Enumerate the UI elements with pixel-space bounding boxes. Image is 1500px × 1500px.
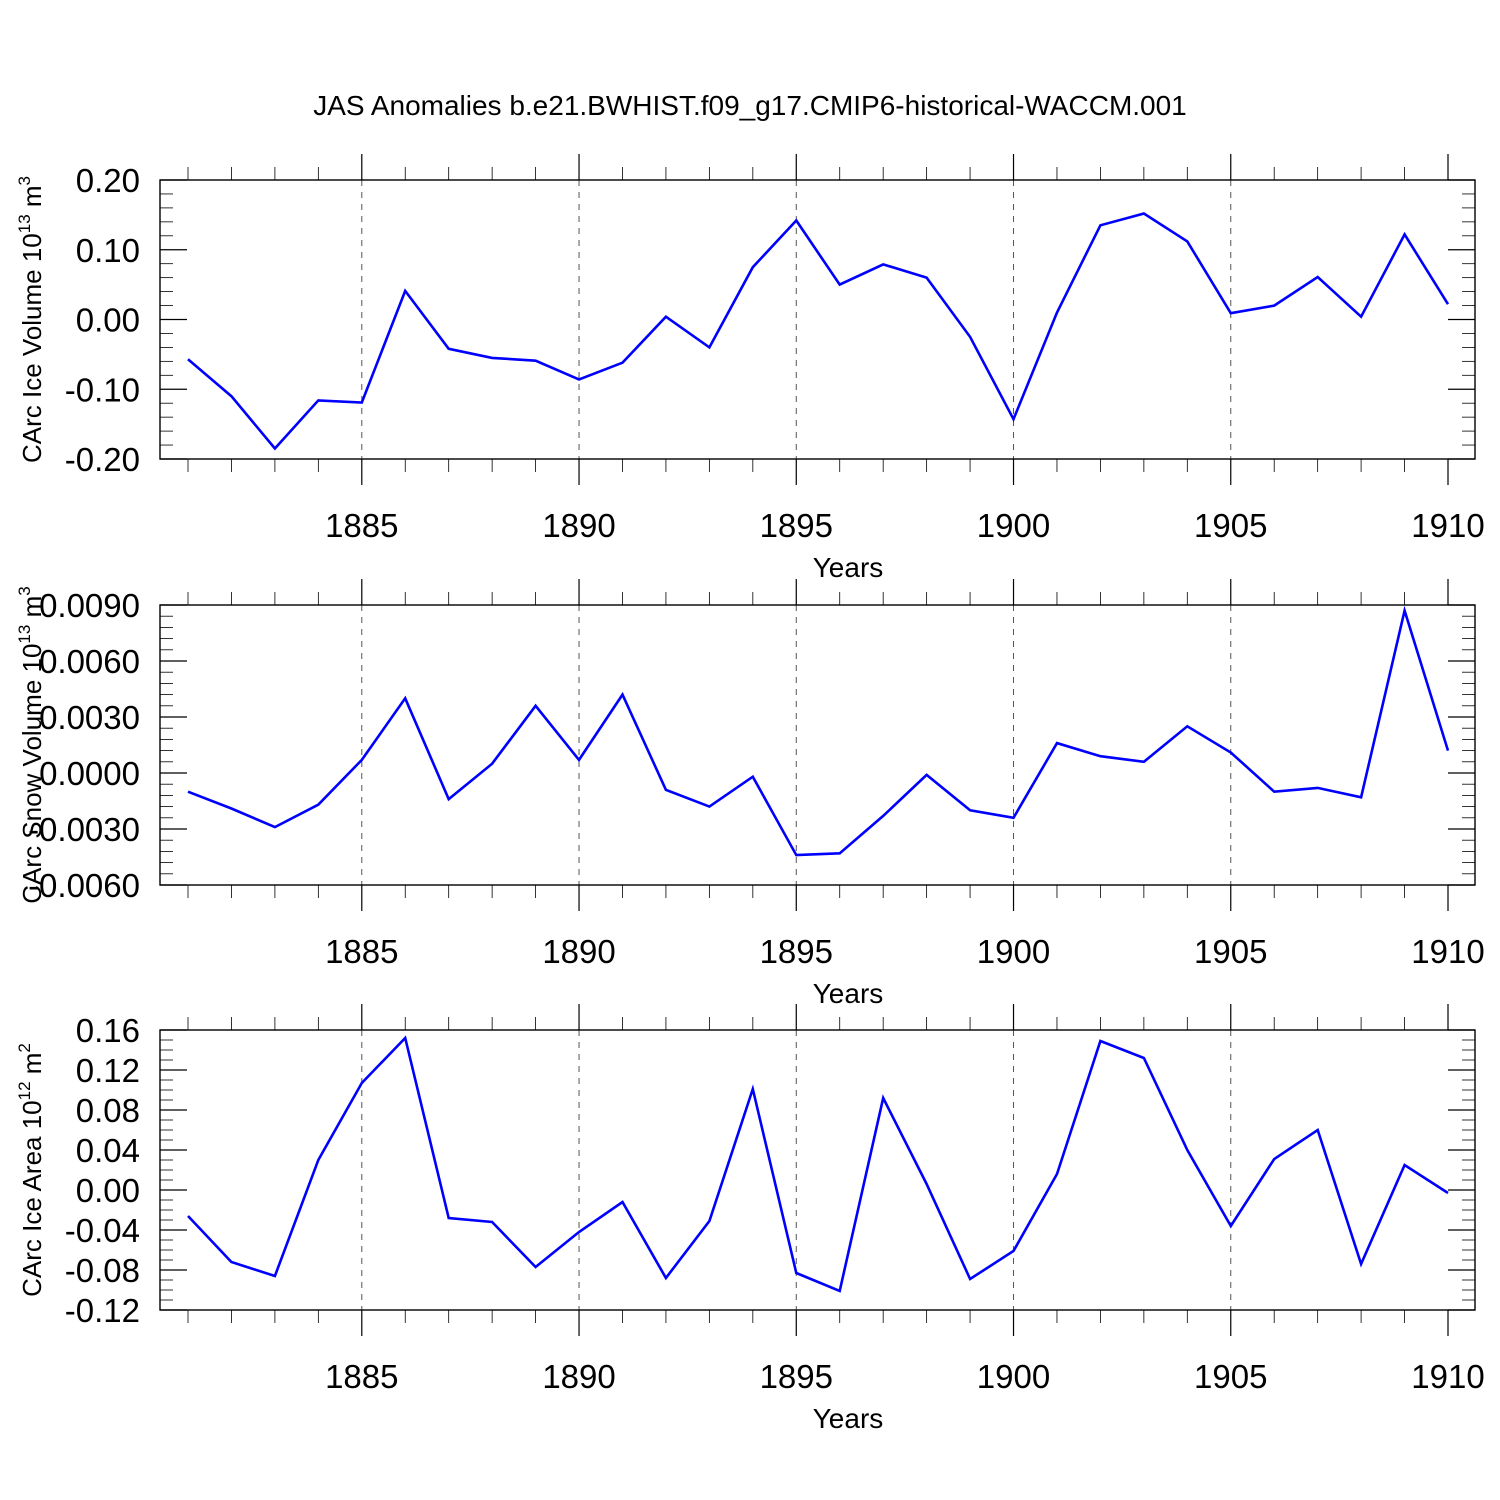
x-tick-label: 1900 <box>977 933 1050 970</box>
y-tick-label: -0.0030 <box>28 811 140 848</box>
y-tick-label: -0.0060 <box>28 867 140 904</box>
figure-title: JAS Anomalies b.e21.BWHIST.f09_g17.CMIP6… <box>313 90 1187 121</box>
axes-frame <box>159 1029 1476 1311</box>
x-axis-label: Years <box>813 552 884 583</box>
x-tick-label: 1900 <box>977 1358 1050 1395</box>
axes-frame <box>159 604 1476 886</box>
y-tick-label: 0.00 <box>76 302 140 339</box>
y-tick-label: 0.0090 <box>39 587 140 624</box>
x-tick-label: 1890 <box>542 933 615 970</box>
y-tick-label: 0.12 <box>76 1052 140 1089</box>
x-tick-label: 1885 <box>325 1358 398 1395</box>
y-axis-label: CArc Ice Area 1012 m2 <box>15 1043 47 1297</box>
x-tick-label: 1910 <box>1411 933 1484 970</box>
y-tick-label: -0.12 <box>65 1292 140 1329</box>
y-tick-label: 0.10 <box>76 232 140 269</box>
x-axis-label: Years <box>813 978 884 1009</box>
y-tick-label: -0.10 <box>65 371 140 408</box>
y-axis-label: CArc Snow Volume 1013 m3 <box>15 586 47 903</box>
x-tick-label: 1895 <box>760 507 833 544</box>
x-tick-label: 1905 <box>1194 1358 1267 1395</box>
series-line <box>187 605 1450 857</box>
x-axis-label: Years <box>813 1403 884 1434</box>
x-tick-label: 1885 <box>325 933 398 970</box>
series-line <box>187 1035 1449 1293</box>
x-tick-label: 1890 <box>542 1358 615 1395</box>
x-tick-label: 1905 <box>1194 507 1267 544</box>
y-tick-label: 0.16 <box>76 1012 140 1049</box>
x-tick-label: 1910 <box>1411 1358 1484 1395</box>
y-tick-label: -0.08 <box>65 1252 140 1289</box>
y-tick-label: 0.20 <box>76 162 140 199</box>
y-tick-label: 0.0060 <box>39 643 140 680</box>
y-tick-label: 0.04 <box>76 1132 140 1169</box>
x-tick-label: 1900 <box>977 507 1050 544</box>
y-axis-label: CArc Ice Volume 1013 m3 <box>15 176 47 463</box>
x-tick-label: 1905 <box>1194 933 1267 970</box>
x-tick-label: 1910 <box>1411 507 1484 544</box>
y-tick-label: 0.08 <box>76 1092 140 1129</box>
x-tick-label: 1895 <box>760 933 833 970</box>
panel-ice-volume: 1885 1890 1895 1900 1905 1910 0.20 0.10 0.00 -0.1… <box>15 154 1485 583</box>
x-tick-label: 1895 <box>760 1358 833 1395</box>
series-line <box>187 212 1450 451</box>
panel-ice-area: 1885 1890 1895 1900 1905 1910 0.160.120.080.04… <box>15 1004 1485 1434</box>
y-tick-label: -0.04 <box>65 1212 140 1249</box>
y-tick-label: 0.0030 <box>39 699 140 736</box>
panel-snow-volume: 1885 1890 1895 1900 1905 1910 0.0090 0.0060 0.00… <box>15 579 1485 1009</box>
y-tick-label: -0.20 <box>65 441 140 478</box>
y-tick-label: 0.0000 <box>39 755 140 792</box>
y-tick-label: 0.00 <box>76 1172 140 1209</box>
x-tick-label: 1890 <box>542 507 615 544</box>
x-tick-label: 1885 <box>325 507 398 544</box>
axes-frame <box>159 179 1476 460</box>
